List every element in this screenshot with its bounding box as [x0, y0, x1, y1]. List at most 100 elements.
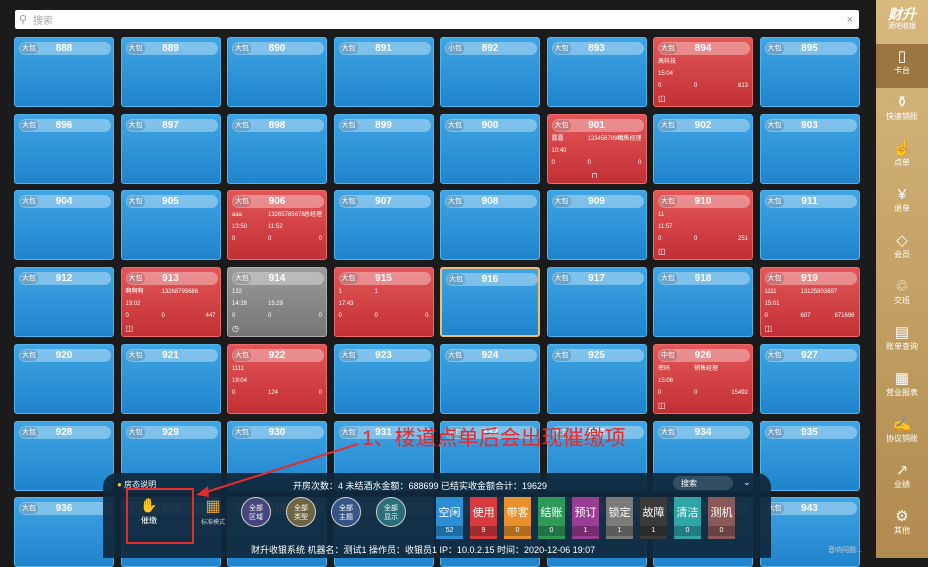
room-type-badge: 大包: [20, 196, 38, 208]
room-type-badge: 大包: [339, 43, 358, 54]
room-card-936[interactable]: 大包 936: [14, 497, 114, 567]
status-filter-3[interactable]: 结账 0: [538, 497, 565, 539]
room-card-894[interactable]: 大包 894 高科技 15:04 0 0 813 ◫: [653, 37, 753, 107]
sidebar-item-1[interactable]: ⚱ 快速销账: [876, 90, 928, 134]
room-card-914[interactable]: 大包 914 132 14:28 15:29 0 0 0 ◷: [227, 267, 327, 338]
room-card-923[interactable]: 大包 923: [333, 343, 434, 414]
room-card-898[interactable]: 大包 898: [227, 113, 327, 184]
clear-icon[interactable]: ×: [846, 13, 853, 26]
status-filter-5[interactable]: 锁定 1: [606, 497, 633, 539]
filter-button-2[interactable]: 全部 主题: [331, 497, 361, 527]
mode-button[interactable]: ▦ 标准模式: [197, 497, 229, 526]
status-filter-0[interactable]: 空闲 52: [436, 497, 463, 539]
sidebar-item-7[interactable]: ▦ 营业报表: [876, 366, 928, 410]
room-card-915[interactable]: 大包 915 1 1 17:43 0 0 0: [333, 267, 434, 338]
room-header: [338, 272, 431, 286]
room-header: [125, 425, 218, 439]
room-type-badge: 小包: [446, 43, 464, 54]
room-detail: 15492: [731, 389, 748, 396]
room-detail: 0: [658, 83, 662, 89]
status-filter-7[interactable]: 清洁 0: [674, 497, 701, 539]
status-filter-1[interactable]: 使用 9: [470, 497, 497, 539]
room-header: [658, 348, 750, 362]
room-card-926[interactable]: 中包 926 密码 销售经理 15:06 0 0 15492 ◫: [653, 343, 753, 414]
filter-button-1[interactable]: 全部 类型: [286, 497, 316, 527]
room-header: [551, 195, 644, 209]
search-input[interactable]: 搜索: [33, 16, 53, 27]
sidebar-item-3[interactable]: ¥ 退单: [876, 182, 928, 226]
room-card-897[interactable]: 大包 897: [120, 113, 221, 184]
room-header: [764, 42, 857, 55]
status-filter-2[interactable]: 带客 0: [504, 497, 531, 539]
room-card-908[interactable]: 大包 908: [440, 190, 540, 261]
room-card-904[interactable]: 大包 904: [14, 190, 114, 261]
sidebar-item-0[interactable]: ▯ 卡台: [876, 44, 928, 88]
filter-button-3[interactable]: 全部 显示: [376, 497, 406, 527]
room-card-925[interactable]: 大包 925: [546, 343, 647, 414]
search-bar[interactable]: ⚲ 搜索 ×: [15, 10, 859, 29]
room-type-badge: 大包: [20, 349, 38, 361]
sidebar-item-10[interactable]: ⚙ 其他: [876, 504, 928, 548]
room-card-893[interactable]: 大包 893: [546, 37, 647, 107]
room-card-896[interactable]: 大包 896: [14, 113, 114, 184]
room-card-910[interactable]: 大包 910 11 11:57 0 0 251 ◫: [653, 190, 753, 261]
room-detail: 啊啊啊: [125, 289, 144, 296]
room-card-906[interactable]: 大包 906 aaa 13265785678 总经理 13:50 11:52 0 0 0: [227, 190, 327, 261]
room-number: 905: [162, 196, 179, 208]
room-card-909[interactable]: 大包 909: [546, 190, 647, 261]
room-type-badge: 大包: [765, 426, 784, 438]
sidebar-item-6[interactable]: ▤ 账单查询: [876, 320, 928, 364]
legend-link[interactable]: ● 房态说明: [117, 479, 156, 490]
urge-button[interactable]: ✋ 催缴: [129, 495, 169, 537]
collapse-icon[interactable]: ⌄: [743, 477, 751, 487]
cube-icon: ◫: [658, 94, 666, 103]
room-card-905[interactable]: 大包 905: [120, 190, 221, 261]
room-card-919[interactable]: 大包 919 1111 13125803697 15:01 0 607 671696 ◫: [759, 267, 860, 338]
sidebar-item-2[interactable]: ☝ 点单: [876, 136, 928, 180]
sidebar-item-9[interactable]: ↗ 业绩: [876, 458, 928, 502]
room-card-888[interactable]: 大包 888: [14, 37, 114, 107]
room-detail: 0: [658, 236, 662, 243]
status-filter-4[interactable]: 预订 1: [572, 497, 599, 539]
room-card-892[interactable]: 小包 892: [440, 37, 540, 107]
room-card-891[interactable]: 大包 891: [333, 37, 434, 107]
room-card-902[interactable]: 大包 902: [653, 113, 753, 184]
room-card-927[interactable]: 大包 927: [759, 343, 860, 414]
room-card-928[interactable]: 大包 928: [14, 420, 114, 491]
room-card-890[interactable]: 大包 890: [227, 37, 327, 107]
room-detail: 0: [551, 159, 555, 166]
room-card-943[interactable]: 大包 943: [759, 497, 860, 567]
room-type-badge: 大包: [126, 273, 145, 285]
room-card-895[interactable]: 大包 895: [759, 37, 860, 107]
room-type-badge: 大包: [20, 273, 38, 285]
sidebar-item-4[interactable]: ◇ 会员: [876, 228, 928, 272]
room-card-918[interactable]: 大包 918: [653, 267, 753, 338]
cart-icon: ⊓: [591, 170, 598, 180]
room-card-907[interactable]: 大包 907: [333, 190, 434, 261]
room-card-899[interactable]: 大包 899: [333, 113, 434, 184]
room-number: 921: [162, 349, 179, 361]
status-filter-8[interactable]: 测机 0: [708, 497, 735, 539]
sidebar-item-5[interactable]: ♲ 交班: [876, 274, 928, 318]
room-card-901[interactable]: 大包 901 露露 12345678901 销售经理 10:40 0 0 0 ⊓: [546, 113, 647, 184]
room-card-911[interactable]: 大包 911: [759, 190, 860, 261]
room-number: 931: [375, 426, 392, 438]
room-card-935[interactable]: 大包 935: [759, 420, 860, 491]
room-card-922[interactable]: 大包 922 1111 19:04 0 124 0: [227, 343, 327, 414]
room-card-900[interactable]: 大包 900: [440, 113, 540, 184]
status-filter-6[interactable]: 故障 1: [640, 497, 667, 539]
room-card-889[interactable]: 大包 889: [120, 37, 221, 107]
room-card-917[interactable]: 大包 917: [546, 267, 647, 338]
filter-button-0[interactable]: 全部 区域: [241, 497, 271, 527]
sidebar-item-8[interactable]: ✍ 协议销账: [876, 412, 928, 456]
room-card-912[interactable]: 大包 912: [14, 267, 114, 338]
room-detail: 13268795686: [161, 289, 199, 296]
room-card-913[interactable]: 大包 913 啊啊啊 13268795686 19:02 0 0 447 ◫: [120, 267, 221, 338]
room-card-921[interactable]: 大包 921: [120, 343, 221, 414]
room-card-916[interactable]: 大包 916: [440, 267, 540, 338]
room-card-920[interactable]: 大包 920: [14, 343, 114, 414]
panel-search-button[interactable]: 搜索: [673, 476, 733, 490]
room-card-903[interactable]: 大包 903: [759, 113, 860, 184]
status-count: 1: [640, 526, 667, 536]
room-card-924[interactable]: 大包 924: [440, 343, 540, 414]
